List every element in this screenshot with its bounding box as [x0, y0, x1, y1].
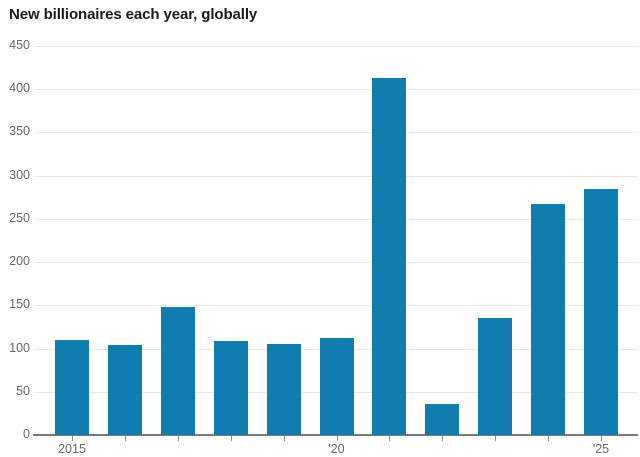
x-tick-2021 — [389, 436, 391, 441]
x-tick-2016 — [124, 436, 126, 441]
x-tick-2019 — [283, 436, 285, 441]
bar-2015 — [55, 339, 89, 435]
x-tick-2022 — [442, 436, 444, 441]
x-tick-2020 — [336, 436, 338, 441]
x-tick-2024 — [548, 436, 550, 441]
y-tick-label-400: 400 — [9, 81, 30, 96]
y-tick-label-450: 450 — [9, 38, 30, 52]
y-tick-label-250: 250 — [9, 210, 30, 225]
bar-2020 — [319, 338, 354, 435]
bar-2018 — [213, 340, 248, 435]
bar-2021 — [372, 77, 407, 435]
x-axis-label-2015: 2015 — [58, 442, 86, 456]
bar-2023 — [478, 318, 513, 435]
bar-2025 — [584, 189, 618, 435]
bar-2022 — [425, 403, 460, 435]
bar-2024 — [531, 204, 566, 435]
x-axis-label-2020: '20 — [328, 442, 345, 456]
x-tick-2015 — [72, 436, 73, 441]
gridline-400 — [35, 89, 638, 91]
y-tick-label-0: 0 — [23, 427, 30, 441]
y-tick-label-50: 50 — [16, 383, 30, 398]
gridline-300 — [35, 175, 638, 177]
y-tick-label-150: 150 — [9, 297, 30, 312]
x-tick-2017 — [177, 436, 179, 441]
x-axis-label-2025: '25 — [592, 442, 610, 456]
bar-2019 — [266, 344, 301, 435]
y-tick-label-100: 100 — [9, 340, 30, 355]
gridline-250 — [35, 218, 638, 220]
bar-2017 — [160, 307, 195, 435]
bar-2016 — [107, 345, 142, 435]
gridline-150 — [35, 305, 638, 307]
y-tick-label-200: 200 — [9, 254, 30, 269]
y-tick-label-350: 350 — [9, 124, 30, 139]
gridline-450 — [35, 46, 638, 47]
chart-title: New billionaires each year, globally — [9, 6, 258, 23]
x-tick-2018 — [230, 436, 232, 441]
x-axis-baseline — [33, 434, 638, 436]
y-tick-label-300: 300 — [9, 167, 30, 182]
gridline-350 — [35, 132, 638, 134]
gridline-200 — [35, 262, 638, 264]
x-tick-2023 — [495, 436, 497, 441]
x-tick-2025 — [601, 436, 602, 441]
